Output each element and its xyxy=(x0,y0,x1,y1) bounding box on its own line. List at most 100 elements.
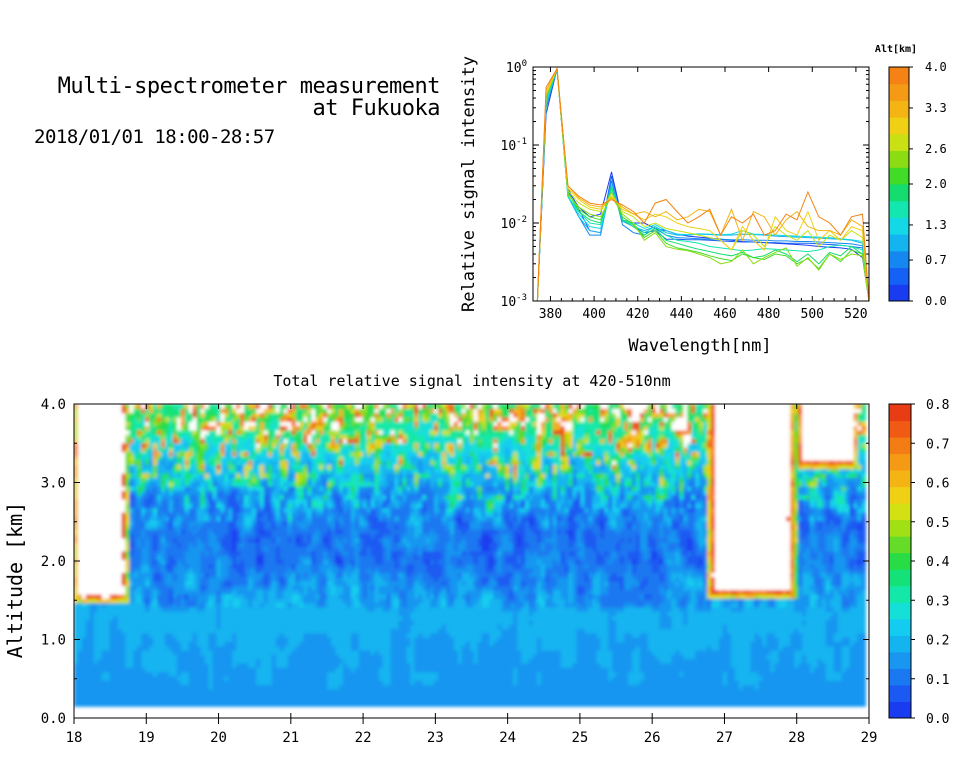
heatmap-cell xyxy=(315,425,320,431)
heatmap-cell xyxy=(141,641,146,647)
heatmap-cell xyxy=(271,421,277,427)
heatmap-cell xyxy=(343,442,348,448)
heatmap-cell xyxy=(169,460,174,465)
heatmap-cell xyxy=(161,429,166,435)
heatmap-cell xyxy=(74,533,79,539)
heatmap-cell xyxy=(319,658,324,664)
heatmap-cell xyxy=(271,481,277,487)
heatmap-cell xyxy=(153,408,158,414)
heatmap-cell xyxy=(339,542,344,548)
heatmap-cell xyxy=(113,680,119,686)
heatmap-cell xyxy=(212,619,218,625)
heatmap-cell xyxy=(153,637,158,642)
heatmap-cell xyxy=(303,511,309,517)
heatmap-cell xyxy=(295,486,301,491)
heatmap-cell xyxy=(275,451,281,457)
heatmap-cell xyxy=(275,429,281,435)
heatmap-cell xyxy=(228,442,233,448)
altitude-colorbar-frame xyxy=(888,66,910,302)
heatmap-cell xyxy=(165,455,170,461)
heatmap-cell xyxy=(335,585,340,591)
heatmap-cell xyxy=(176,602,182,608)
heatmap-cell xyxy=(252,503,257,509)
heatmap-cell xyxy=(157,641,162,647)
heatmap-cell xyxy=(279,499,285,504)
heatmap-cell xyxy=(327,546,332,552)
heatmap-cell xyxy=(172,611,178,617)
heatmap-cell xyxy=(204,447,210,453)
heatmap-cell xyxy=(271,503,277,509)
heatmap-cell xyxy=(74,516,79,522)
heatmap-cell xyxy=(256,460,261,465)
heatmap-cell xyxy=(196,550,202,556)
heatmap-cell xyxy=(236,606,241,612)
heatmap-cell xyxy=(153,468,158,474)
heatmap-cell xyxy=(101,460,107,465)
heatmap-cell xyxy=(295,412,301,418)
heatmap-cell xyxy=(105,537,111,543)
heatmap-cell xyxy=(303,559,309,565)
heatmap-cell xyxy=(149,490,154,496)
heatmap-cell xyxy=(204,671,210,677)
heatmap-cell xyxy=(335,650,340,655)
heatmap-cell xyxy=(220,658,225,664)
heatmap-cell xyxy=(216,641,221,647)
heatmap-cell xyxy=(323,619,328,625)
heatmap-cell xyxy=(263,645,269,651)
heatmap-cell xyxy=(323,537,328,543)
heatmap-cell xyxy=(161,611,166,617)
heatmap-cell xyxy=(141,546,146,552)
heatmap-cell xyxy=(271,658,277,664)
heatmap-cell xyxy=(121,693,127,699)
heatmap-cell xyxy=(208,494,214,500)
heatmap-cell xyxy=(244,589,249,595)
heatmap-cell xyxy=(283,511,289,517)
heatmap-cell xyxy=(291,429,297,435)
heatmap-cell xyxy=(315,697,320,703)
heatmap-cell xyxy=(271,473,277,478)
heatmap-cell xyxy=(153,689,158,694)
heatmap-cell xyxy=(133,490,138,496)
heatmap-cell xyxy=(287,650,293,655)
heatmap-cell xyxy=(93,451,99,457)
heatmap-cell xyxy=(335,442,340,448)
heatmap-cell xyxy=(188,412,194,418)
heatmap-cell xyxy=(157,429,162,435)
heatmap-cell xyxy=(74,511,79,517)
spectrum-y-tick-label-0: 10-3 xyxy=(501,293,528,310)
heatmap-cell xyxy=(311,680,316,686)
heatmap-cell xyxy=(232,404,237,409)
heatmap-cell xyxy=(279,412,285,418)
heatmap-cell xyxy=(256,550,261,556)
heatmap-cell xyxy=(172,486,178,491)
heatmap-cell xyxy=(311,451,316,457)
heatmap-cell xyxy=(307,425,313,431)
heatmap-cell xyxy=(335,598,340,604)
heatmap-cell xyxy=(275,589,281,595)
heatmap-cell xyxy=(299,589,305,595)
heatmap-cell xyxy=(165,468,170,474)
heatmap-cell xyxy=(125,606,130,612)
heatmap-cell xyxy=(315,650,320,655)
heatmap-cell xyxy=(232,693,237,699)
heatmap-cell xyxy=(137,425,142,431)
heatmap-cell xyxy=(176,589,182,595)
heatmap-cell xyxy=(157,697,162,703)
heatmap-cell xyxy=(236,524,241,530)
heatmap-cell xyxy=(89,473,95,478)
heatmap-cell xyxy=(145,520,150,526)
heatmap-cell xyxy=(184,537,190,543)
heatmap-cell xyxy=(331,671,336,677)
heatmap-cell xyxy=(208,434,214,440)
heatmap-cell xyxy=(204,697,210,703)
heatmap-cell xyxy=(81,537,87,543)
heatmap-cell xyxy=(244,511,249,517)
heatmap-cell xyxy=(204,628,210,634)
heatmap-cell xyxy=(295,585,301,591)
heatmap-cell xyxy=(343,598,348,604)
heatmap-cell xyxy=(240,650,245,655)
heatmap-cell xyxy=(153,581,158,586)
heatmap-cell xyxy=(137,589,142,595)
heatmap-cell xyxy=(109,606,115,612)
heatmap-cell xyxy=(267,542,273,548)
